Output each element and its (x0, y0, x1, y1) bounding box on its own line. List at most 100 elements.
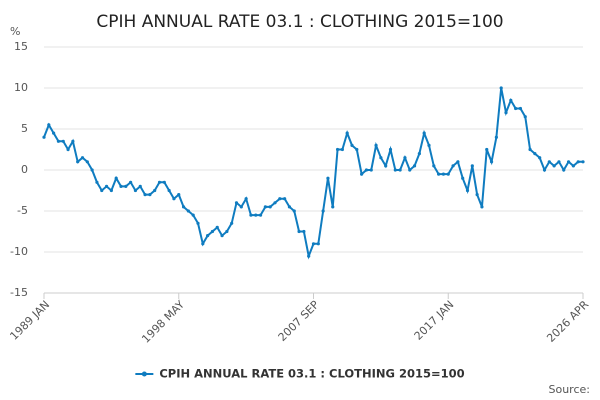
point (148, 193, 152, 197)
point (225, 229, 229, 234)
point (562, 168, 566, 172)
x-tick-label: 2026 APR (544, 298, 591, 345)
point (384, 164, 388, 168)
point (254, 213, 258, 217)
point (514, 106, 518, 111)
point (441, 172, 446, 176)
point (542, 168, 547, 172)
point (153, 188, 157, 193)
point (485, 147, 489, 152)
point (167, 188, 171, 193)
point (263, 205, 267, 209)
point (547, 160, 551, 164)
point (509, 98, 513, 102)
point (360, 172, 364, 176)
x-tick-label: 2007 SEP (276, 298, 322, 344)
point (364, 168, 369, 172)
point (287, 205, 292, 209)
point (331, 205, 335, 209)
point (124, 184, 128, 188)
point (268, 205, 272, 209)
point (76, 160, 80, 164)
point (480, 205, 484, 209)
point (489, 160, 494, 164)
point (581, 160, 585, 164)
point (201, 242, 205, 246)
point (133, 188, 138, 193)
point (446, 172, 450, 176)
chart-title: CPIH ANNUAL RATE 03.1 : CLOTHING 2015=10… (96, 12, 503, 32)
point (523, 115, 527, 119)
point (109, 188, 113, 193)
y-tick-label: 0 (21, 163, 28, 176)
point (129, 180, 133, 184)
point (283, 197, 287, 201)
point (504, 111, 508, 115)
point (417, 152, 421, 156)
point (138, 184, 142, 188)
point (177, 193, 181, 197)
point (186, 209, 190, 213)
point (302, 229, 306, 234)
legend-label: CPIH ANNUAL RATE 03.1 : CLOTHING 2015=10… (159, 367, 464, 381)
point (533, 152, 537, 156)
point (571, 164, 575, 168)
legend-marker (141, 371, 147, 377)
point (258, 213, 263, 217)
point (412, 164, 417, 168)
point (215, 225, 219, 229)
point (398, 168, 402, 172)
x-tick-label: 1989 JAN (7, 298, 52, 343)
point (388, 147, 393, 152)
point (172, 197, 176, 201)
y-tick-label: 10 (14, 81, 28, 94)
point (432, 164, 436, 168)
point (422, 131, 426, 135)
point (335, 147, 340, 152)
point (456, 160, 460, 164)
point (528, 147, 532, 152)
point (557, 160, 561, 164)
point (374, 143, 378, 147)
point (451, 164, 455, 168)
point (85, 160, 89, 164)
point (71, 139, 75, 143)
y-tick-label: 15 (14, 40, 28, 53)
y-tick-label: -5 (17, 204, 28, 217)
point (143, 193, 147, 197)
point (552, 164, 556, 168)
point (220, 234, 224, 238)
point (369, 168, 373, 172)
point (56, 139, 61, 143)
y-axis-label: % (10, 25, 20, 38)
point (47, 123, 51, 127)
point (239, 205, 243, 209)
point (326, 176, 330, 180)
point (538, 156, 542, 160)
point (61, 139, 65, 143)
point (66, 147, 70, 152)
point (249, 213, 253, 217)
point (181, 205, 186, 209)
point (95, 180, 99, 184)
point (196, 221, 200, 225)
point (297, 229, 301, 234)
point (576, 160, 580, 164)
point (104, 184, 109, 188)
point (119, 184, 123, 188)
point (230, 221, 234, 225)
point (206, 234, 210, 238)
point (234, 201, 239, 205)
point (345, 131, 349, 135)
point (475, 193, 479, 197)
y-tick-label: -10 (10, 245, 28, 258)
series-line (43, 87, 583, 260)
point (427, 143, 431, 147)
point (355, 147, 359, 152)
y-tick-label: 5 (21, 122, 28, 135)
point (210, 229, 215, 234)
point (162, 180, 166, 184)
point (321, 209, 325, 213)
point (494, 135, 498, 139)
